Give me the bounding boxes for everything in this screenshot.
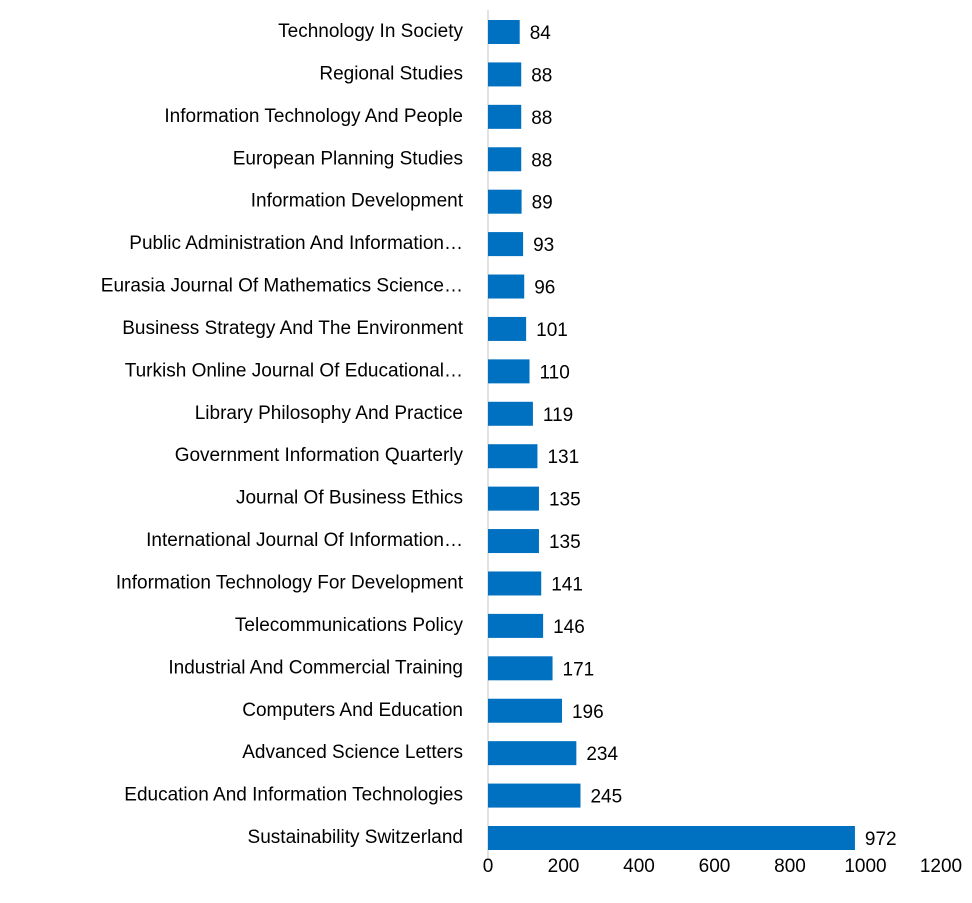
bar: [488, 147, 522, 172]
y-tick-label: Computers And Education: [242, 700, 463, 721]
bar: [488, 189, 522, 214]
bar: [488, 104, 522, 129]
y-tick-label: Business Strategy And The Environment: [122, 318, 464, 339]
bar: [488, 783, 581, 808]
data-label: 88: [531, 108, 552, 129]
bar: [488, 62, 522, 87]
y-tick-label: Library Philosophy And Practice: [195, 403, 463, 424]
data-label: 84: [530, 23, 552, 44]
bar: [488, 529, 539, 554]
y-tick-label: Information Technology And People: [164, 106, 463, 127]
x-tick-label: 400: [623, 856, 655, 877]
bar: [488, 232, 524, 257]
data-label: 141: [551, 574, 583, 595]
bar: [488, 316, 527, 341]
data-label: 171: [563, 659, 595, 680]
y-tick-label: Industrial And Commercial Training: [168, 657, 463, 678]
bar: [488, 613, 544, 638]
bar: [488, 444, 538, 469]
x-tick-label: 800: [774, 856, 806, 877]
data-label: 119: [543, 405, 573, 426]
data-label: 93: [533, 235, 554, 256]
y-tick-label: Telecommunications Policy: [235, 615, 464, 636]
data-label: 88: [531, 150, 552, 171]
bar: [488, 20, 520, 44]
data-label: 196: [572, 702, 604, 723]
data-label: 96: [534, 278, 555, 299]
x-tick-label: 1000: [844, 856, 886, 877]
data-label: 972: [865, 829, 897, 850]
bar: [488, 359, 530, 384]
y-tick-label: European Planning Studies: [233, 148, 463, 169]
y-tick-label: Sustainability Switzerland: [248, 827, 463, 848]
data-label: 131: [547, 447, 579, 468]
x-tick-label: 0: [483, 856, 494, 877]
y-tick-label: Technology In Society: [278, 21, 463, 42]
data-label: 101: [536, 320, 568, 341]
y-tick-label: Information Development: [251, 191, 464, 212]
y-tick-label: Public Administration And Information…: [129, 233, 463, 254]
y-tick-label: Eurasia Journal Of Mathematics Science…: [101, 276, 463, 297]
bar: [488, 656, 553, 681]
x-tick-label: 600: [699, 856, 731, 877]
data-label: 135: [549, 490, 581, 511]
data-label: 135: [549, 532, 581, 553]
x-tick-label: 1200: [920, 856, 962, 877]
y-tick-label: Advanced Science Letters: [242, 742, 463, 763]
bar: [488, 826, 855, 850]
y-tick-label: Government Information Quarterly: [175, 445, 464, 466]
data-label: 110: [540, 362, 570, 383]
y-tick-label: International Journal Of Information…: [146, 530, 463, 551]
data-label: 89: [532, 193, 553, 214]
bar: [488, 741, 577, 766]
y-tick-label: Information Technology For Development: [116, 572, 464, 593]
y-tick-label: Turkish Online Journal Of Educational…: [125, 360, 463, 381]
bar: [488, 571, 542, 596]
y-tick-label: Journal Of Business Ethics: [236, 488, 463, 509]
bar: [488, 486, 539, 511]
data-label: 146: [553, 617, 585, 638]
bar: [488, 401, 533, 426]
data-label: 88: [531, 65, 552, 86]
x-tick-label: 200: [548, 856, 580, 877]
bar: [488, 274, 525, 299]
data-label: 245: [590, 787, 622, 808]
y-tick-label: Education And Information Technologies: [124, 785, 463, 806]
y-tick-label: Regional Studies: [319, 63, 463, 84]
data-label: 234: [586, 744, 618, 765]
bar: [488, 698, 562, 723]
